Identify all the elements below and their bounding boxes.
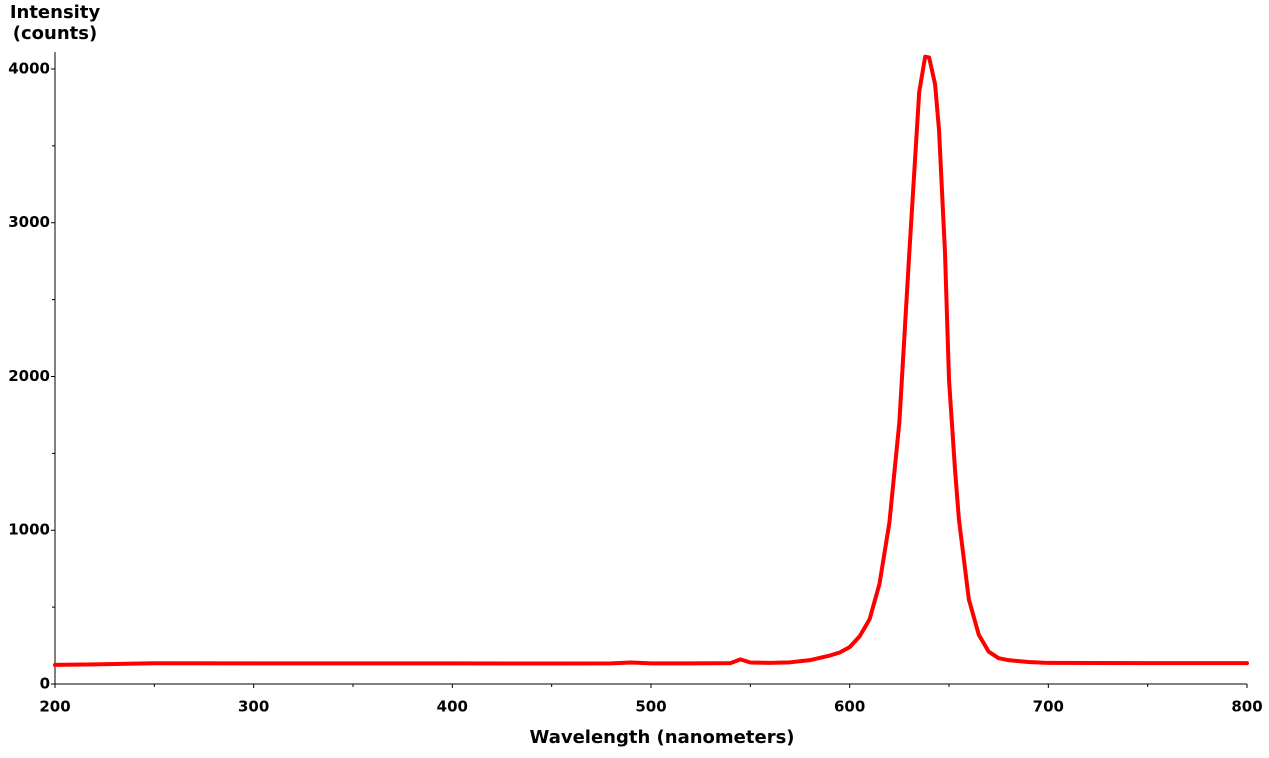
y-tick-label: 1000	[8, 521, 50, 539]
x-tick-label: 500	[635, 698, 666, 716]
y-tick-label: 3000	[8, 213, 50, 231]
x-tick-label: 600	[834, 698, 865, 716]
x-tick-label: 400	[437, 698, 468, 716]
x-tick-label: 300	[238, 698, 269, 716]
y-tick-label: 2000	[8, 367, 50, 385]
x-tick-label: 700	[1033, 698, 1064, 716]
x-tick-label: 800	[1231, 698, 1262, 716]
y-axis-title: (counts)	[13, 23, 97, 44]
y-axis-title: Intensity	[10, 2, 101, 23]
x-axis-title: Wavelength (nanometers)	[529, 727, 794, 748]
x-tick-label: 200	[39, 698, 70, 716]
y-tick-label: 0	[40, 675, 50, 693]
y-tick-label: 4000	[8, 59, 50, 77]
data-line	[53, 54, 1249, 667]
